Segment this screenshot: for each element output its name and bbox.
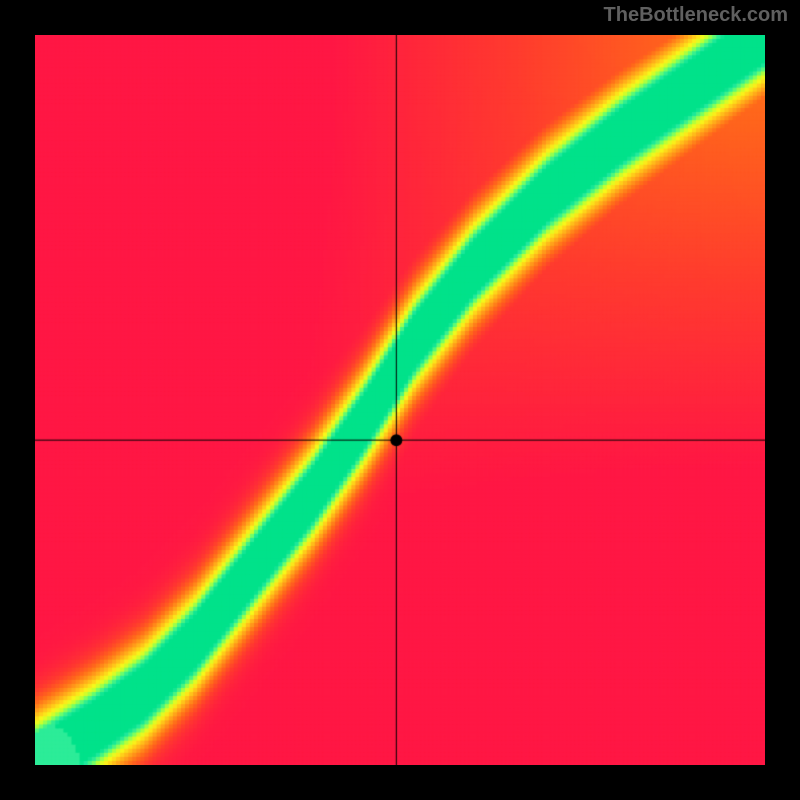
heatmap-canvas [35, 35, 765, 765]
chart-container: TheBottleneck.com [0, 0, 800, 800]
attribution-text: TheBottleneck.com [604, 4, 788, 27]
heatmap-plot [35, 35, 765, 765]
